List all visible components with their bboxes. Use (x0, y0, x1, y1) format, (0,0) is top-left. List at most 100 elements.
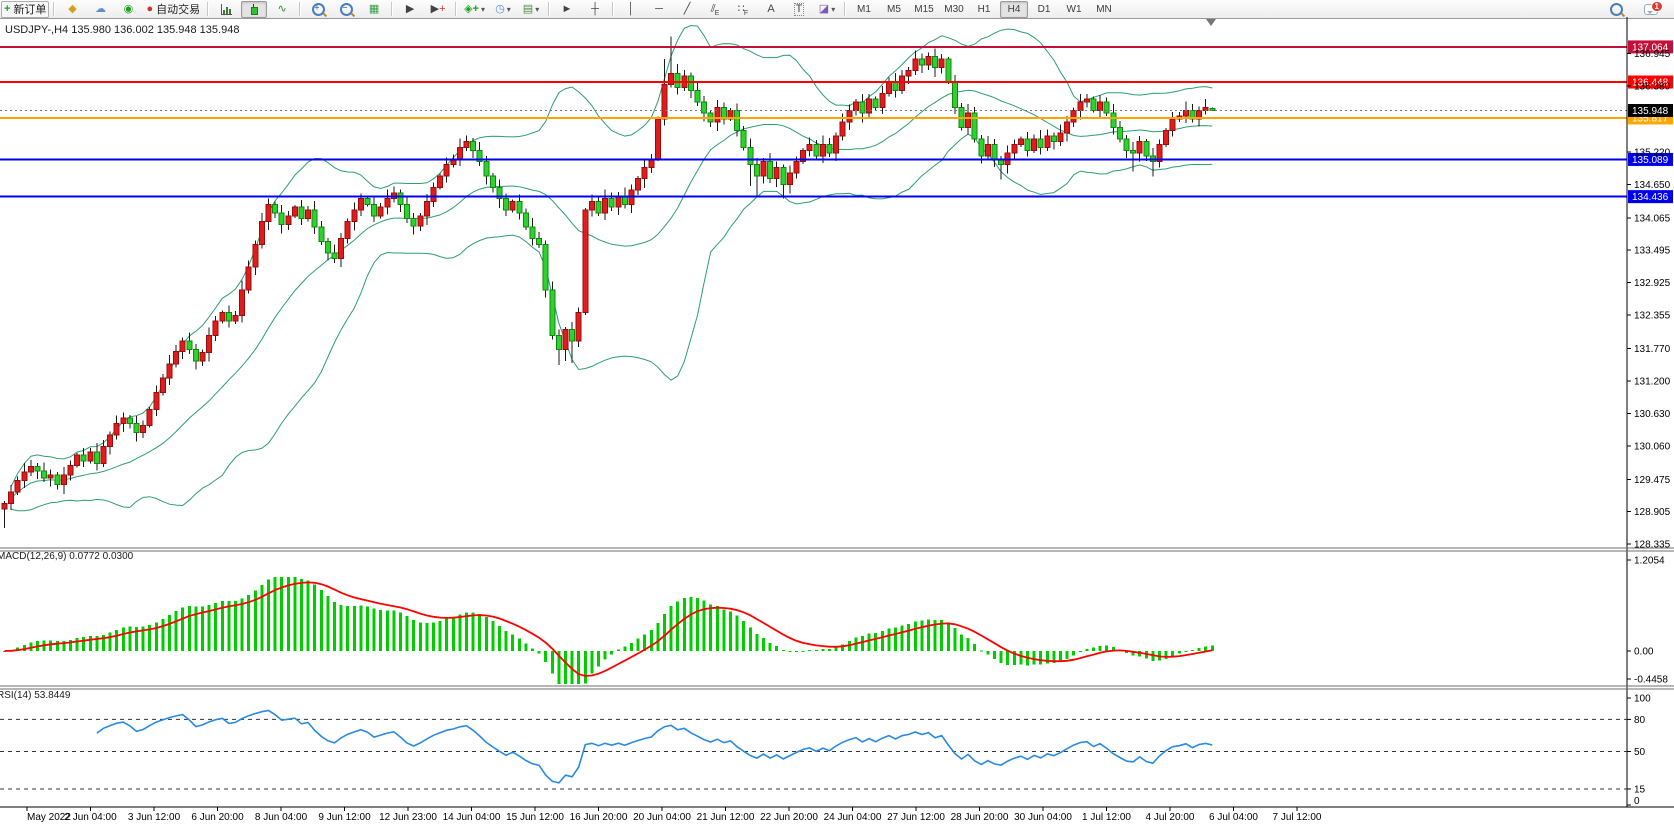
price-level-tag[interactable]: 134.436 (1628, 190, 1673, 204)
chart-shift-icon: ▶+ (430, 2, 446, 15)
svg-text:128.335: 128.335 (1634, 540, 1671, 551)
svg-text:3 Jun 12:00: 3 Jun 12:00 (128, 812, 181, 823)
signals-button[interactable]: ◉ (115, 1, 141, 18)
price-level-tag[interactable]: 136.448 (1628, 75, 1673, 89)
horizontal-line-button[interactable]: ─ (646, 1, 672, 18)
timeframe-button-h1[interactable]: H1 (977, 3, 991, 15)
separator (844, 2, 846, 16)
dropdown-arrow-icon: ▾ (535, 4, 540, 14)
svg-text:129.475: 129.475 (1634, 475, 1671, 486)
market-button[interactable]: ◆ (59, 1, 85, 18)
channel-icon: ⫽ (710, 2, 716, 15)
rsi-axis[interactable]: 100 80 50 150 (1627, 694, 1651, 808)
fibonacci-icon: ∷ (737, 2, 745, 15)
timeframe-button-m30[interactable]: M30 (944, 3, 964, 15)
tile-windows-button[interactable]: ▦ (361, 1, 387, 18)
svg-text:6 Jun 20:00: 6 Jun 20:00 (191, 812, 244, 823)
svg-text:1.2054: 1.2054 (1634, 556, 1665, 567)
svg-text:2 Jun 04:00: 2 Jun 04:00 (64, 812, 117, 823)
trendline-button[interactable]: ╱ (674, 1, 700, 18)
pane-separator[interactable] (0, 685, 1674, 690)
periods-button[interactable]: ◷ ▾ (490, 1, 516, 18)
svg-text:135.220: 135.220 (1634, 147, 1671, 158)
macd-axis[interactable]: 1.2054 0.00 -0.4458 (1627, 556, 1668, 686)
svg-text:134.650: 134.650 (1634, 180, 1671, 191)
separator (612, 2, 614, 16)
auto-scroll-button[interactable]: ▶ (397, 1, 423, 18)
vertical-line-button[interactable]: │ (618, 1, 644, 18)
text-icon: A (767, 2, 775, 15)
svg-text:1 Jul 12:00: 1 Jul 12:00 (1082, 812, 1131, 823)
timeframe-button-h4[interactable]: H4 (1000, 0, 1028, 18)
trendline-icon: ╱ (683, 2, 691, 15)
auto-trading-button[interactable]: ● 自动交易 (143, 1, 203, 18)
indicators-button[interactable]: ◈+ ▾ (461, 1, 488, 18)
crosshair-button[interactable]: ┼ (582, 1, 608, 18)
text-button[interactable]: A (758, 1, 784, 18)
dropdown-arrow-icon: ▾ (506, 4, 511, 14)
market-icon: ◆ (68, 2, 77, 15)
price-level-tag[interactable]: 135.089 (1628, 152, 1673, 166)
svg-text:21 Jun 12:00: 21 Jun 12:00 (697, 812, 755, 823)
zoom-out-button[interactable]: − (333, 1, 359, 18)
rsi-line (96, 709, 1213, 784)
timeframe-button-m5[interactable]: M5 (887, 3, 901, 15)
line-chart-mode-button[interactable]: ∿ (269, 1, 295, 18)
svg-text:0.00: 0.00 (1634, 647, 1654, 658)
candle-chart-mode-button[interactable] (241, 0, 268, 18)
clock-icon: ◷ (495, 2, 505, 15)
price-level-tag[interactable]: 137.064 (1628, 40, 1673, 54)
svg-text:12 Jun 23:00: 12 Jun 23:00 (379, 812, 437, 823)
search-button[interactable] (1603, 1, 1629, 18)
separator (455, 2, 458, 16)
signal-icon: ◉ (123, 2, 134, 15)
timeframe-button-m1[interactable]: M1 (857, 3, 871, 15)
svg-text:30 Jun 04:00: 30 Jun 04:00 (1014, 812, 1072, 823)
svg-text:15 Jun 12:00: 15 Jun 12:00 (506, 812, 564, 823)
separator (207, 2, 210, 16)
timeframe-button-mn[interactable]: MN (1096, 3, 1112, 15)
svg-text:4 Jul 20:00: 4 Jul 20:00 (1146, 812, 1195, 823)
svg-text:134.065: 134.065 (1634, 213, 1671, 224)
chart-shift-marker[interactable] (1206, 19, 1216, 26)
svg-text:130.060: 130.060 (1634, 441, 1671, 452)
current-price-tag[interactable]: 135.948 (1628, 103, 1673, 117)
svg-text:7 Jul 12:00: 7 Jul 12:00 (1273, 812, 1322, 823)
chart-canvas[interactable]: 137.064 136.448 135.817 135.089 134.436 135.9… (0, 17, 1674, 825)
svg-text:8 Jun 04:00: 8 Jun 04:00 (255, 812, 308, 823)
timeframe-button-d1[interactable]: D1 (1037, 3, 1051, 15)
svg-text:50: 50 (1634, 747, 1646, 758)
svg-text:0: 0 (1634, 796, 1640, 807)
cursor-button[interactable]: ► (554, 1, 580, 18)
svg-text:134.436: 134.436 (1632, 192, 1669, 203)
notifications-button[interactable]: 1 (1638, 0, 1664, 18)
svg-text:128.905: 128.905 (1634, 507, 1671, 518)
svg-text:135.089: 135.089 (1632, 155, 1669, 166)
svg-text:20 Jun 04:00: 20 Jun 04:00 (633, 812, 691, 823)
new-order-button[interactable]: + 新订单 (1, 0, 50, 18)
svg-text:131.770: 131.770 (1634, 344, 1671, 355)
channel-button[interactable]: ⫽ E (710, 2, 720, 17)
separator (548, 2, 550, 16)
dropdown-arrow-icon: ▾ (480, 4, 485, 14)
price-axis[interactable]: 136.945 136.380 135.220 134.650 134.065 133.4… (1626, 17, 1671, 807)
zoom-in-button[interactable]: + (305, 1, 331, 18)
text-label-button[interactable]: T (786, 1, 812, 18)
timeframe-button-w1[interactable]: W1 (1066, 3, 1082, 15)
shapes-button[interactable]: ◪ ▾ (814, 1, 840, 18)
auto-scroll-icon: ▶ (405, 2, 415, 15)
bar-chart-mode-button[interactable] (213, 1, 239, 18)
timeframe-button-m15[interactable]: M15 (914, 3, 934, 15)
top-toolbar: + 新订单 ◆ ☁ ◉ ● 自动交易 ∿ + − ▦ ▶ ▶+ ◈+ ▾ ◷ ▾ ▤… (0, 0, 1674, 19)
templates-button[interactable]: ▤ ▾ (518, 1, 544, 18)
community-button[interactable]: ☁ (87, 1, 113, 18)
fibonacci-button[interactable]: ∷ F (737, 2, 749, 17)
new-order-label: 新订单 (13, 4, 47, 16)
chart-shift-button[interactable]: ▶+ (425, 1, 451, 18)
svg-text:9 Jun 12:00: 9 Jun 12:00 (318, 812, 371, 823)
horizontal-level-lines[interactable] (0, 45, 1627, 198)
pane-separator[interactable] (0, 547, 1674, 552)
svg-text:136.380: 136.380 (1634, 81, 1671, 92)
zoom-out-icon: − (339, 2, 353, 16)
